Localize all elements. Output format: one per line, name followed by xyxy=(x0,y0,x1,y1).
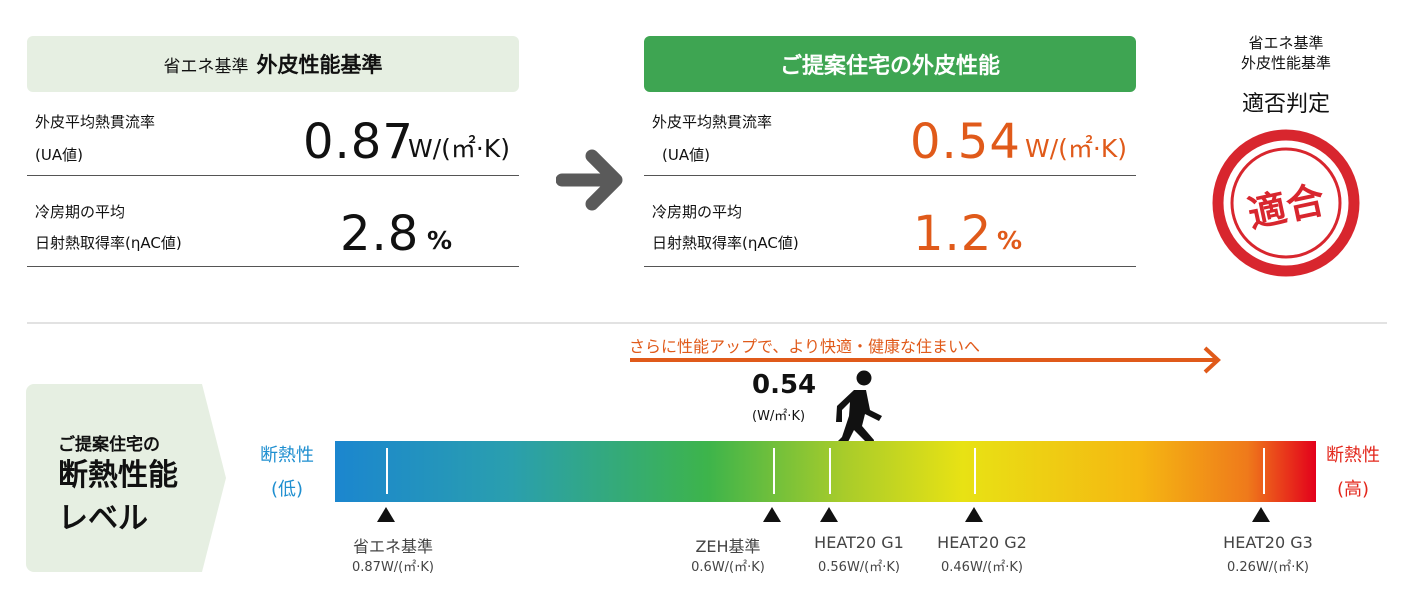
low-label-1: 断熱性 xyxy=(260,445,314,466)
standard-ua-label-2: (UA値) xyxy=(35,146,83,164)
tick-zeh xyxy=(773,448,775,494)
standard-ua-label-1: 外皮平均熱貫流率 xyxy=(35,113,156,131)
marker-triangle-icon xyxy=(1252,507,1270,522)
standard-eta-label-1: 冷房期の平均 xyxy=(35,203,126,221)
tick-heat20-g2 xyxy=(974,448,976,494)
judgement-line-2: 外皮性能基準 xyxy=(1240,54,1331,72)
proposal-ua-label-1: 外皮平均熱貫流率 xyxy=(652,113,773,131)
proposal-divider-1 xyxy=(644,175,1136,176)
judgement-title: 適否判定 xyxy=(1241,92,1330,117)
marker-value: 0.87W/(㎡·K) xyxy=(352,560,434,575)
marker-value: 0.46W/(㎡·K) xyxy=(941,560,1023,575)
marker-name: HEAT20 G2 xyxy=(937,533,1027,552)
standard-ua-unit: W/(㎡·K) xyxy=(408,134,510,163)
proposal-ua-label-2: (UA値) xyxy=(662,146,710,164)
marker-triangle-icon xyxy=(965,507,983,522)
marker-triangle-icon xyxy=(377,507,395,522)
insulation-gradient-bar xyxy=(335,441,1316,502)
stamp-icon: 適合 xyxy=(1211,128,1361,278)
proposal-eta-label-2: 日射熱取得率(ηAC値) xyxy=(652,234,799,252)
stamp-text: 適合 xyxy=(1243,176,1330,237)
arrow-right-icon xyxy=(556,149,623,211)
level-label-1: ご提案住宅の xyxy=(58,435,160,455)
upgrade-arrow-icon xyxy=(630,346,1221,374)
proposal-ua-unit: W/(㎡·K) xyxy=(1025,134,1127,163)
marker-name: ZEH基準 xyxy=(695,537,761,556)
proposal-eta-unit: % xyxy=(997,226,1023,255)
standard-ua-value: 0.87 xyxy=(303,114,414,170)
judgement-line-1: 省エネ基準 xyxy=(1248,34,1324,52)
high-label-2: (高) xyxy=(1336,479,1370,500)
marker-triangle-icon xyxy=(763,507,781,522)
marker-value: 0.6W/(㎡·K) xyxy=(691,560,765,575)
standard-title-main: 外皮性能基準 xyxy=(256,53,383,77)
proposal-eta-label-1: 冷房期の平均 xyxy=(652,203,743,221)
tick-heat20-g3 xyxy=(1263,448,1265,494)
high-label-1: 断熱性 xyxy=(1326,445,1380,466)
proposal-eta-value: 1.2 xyxy=(913,206,993,262)
marker-name: HEAT20 G3 xyxy=(1223,533,1313,552)
marker-value: 0.26W/(㎡·K) xyxy=(1227,560,1309,575)
marker-name: 省エネ基準 xyxy=(352,537,433,556)
upgrade-message: さらに性能アップで、より快適・健康な住まいへ xyxy=(629,337,981,356)
standard-eta-unit: % xyxy=(427,226,453,255)
current-ua-unit: (W/㎡·K) xyxy=(752,409,806,424)
level-label-box xyxy=(26,384,226,572)
standard-panel-header: 省エネ基準 外皮性能基準 xyxy=(27,36,519,92)
standard-eta-value: 2.8 xyxy=(340,206,420,262)
level-label-3: レベル xyxy=(58,501,148,536)
standard-title-sub: 省エネ基準 xyxy=(163,56,249,77)
standard-divider-2 xyxy=(27,266,519,267)
walking-person-icon xyxy=(832,370,882,452)
standard-divider-1 xyxy=(27,175,519,176)
proposal-panel-header: ご提案住宅の外皮性能 xyxy=(644,36,1136,92)
standard-eta-label-2: 日射熱取得率(ηAC値) xyxy=(35,234,182,252)
low-label-2: (低) xyxy=(270,479,304,500)
tick-energy-standard xyxy=(386,448,388,494)
marker-triangle-icon xyxy=(820,507,838,522)
tick-heat20-g1 xyxy=(829,448,831,494)
current-ua-value: 0.54 xyxy=(752,370,817,400)
level-label-2: 断熱性能 xyxy=(58,458,178,493)
proposal-ua-value: 0.54 xyxy=(910,114,1021,170)
section-divider xyxy=(27,322,1387,324)
proposal-divider-2 xyxy=(644,266,1136,267)
marker-value: 0.56W/(㎡·K) xyxy=(818,560,900,575)
marker-name: HEAT20 G1 xyxy=(814,533,904,552)
